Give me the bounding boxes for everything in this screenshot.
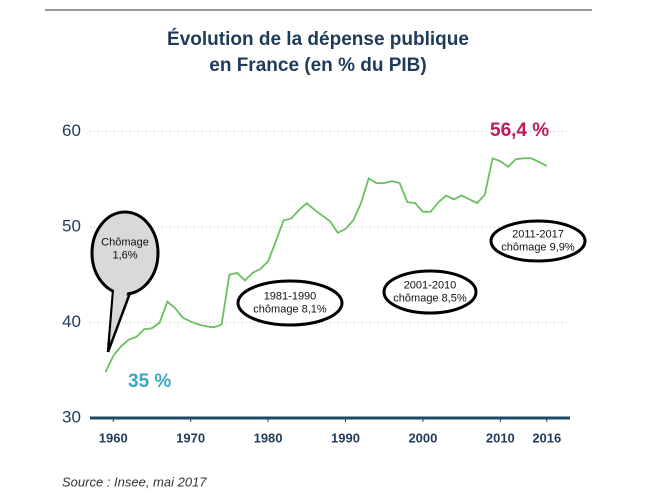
data-line	[104, 157, 548, 373]
bubble	[489, 219, 587, 263]
x-tick-label: 2010	[486, 430, 515, 445]
annotation: 56,4 %	[490, 120, 549, 141]
chart-title: en France (en % du PIB)	[209, 55, 426, 76]
bubble	[382, 269, 478, 315]
bubble-text: chômage 8,5%	[393, 292, 467, 304]
x-tick-label: 1990	[331, 430, 360, 445]
bubble-tail-cover	[110, 290, 128, 340]
bubble-text: 1,6%	[112, 249, 137, 261]
annotation: 35 %	[128, 371, 171, 392]
y-tick-label: 50	[62, 217, 81, 236]
x-tick-label: 1980	[254, 430, 283, 445]
bubble	[236, 279, 344, 327]
y-tick-label: 30	[62, 407, 81, 426]
bubble-text: Chômage	[101, 236, 149, 248]
bubble-text: 2001-2010	[404, 279, 457, 291]
y-tick-label: 40	[62, 312, 81, 331]
bubble-text: 2011-2017	[512, 228, 564, 240]
x-tick-label: 2016	[532, 430, 561, 445]
x-tick-label: 1970	[176, 430, 205, 445]
x-tick-label: 2000	[408, 430, 437, 445]
chart-title: Évolution de la dépense publique	[167, 28, 469, 50]
x-tick-label: 1960	[99, 430, 128, 445]
bubble-text: 1981-1990	[264, 290, 317, 302]
bubble-text: chômage 8,1%	[253, 303, 327, 315]
y-tick-label: 60	[62, 121, 81, 140]
source: Source : Insee, mai 2017	[62, 474, 207, 489]
bubble-text: chômage 9,9%	[501, 241, 575, 253]
